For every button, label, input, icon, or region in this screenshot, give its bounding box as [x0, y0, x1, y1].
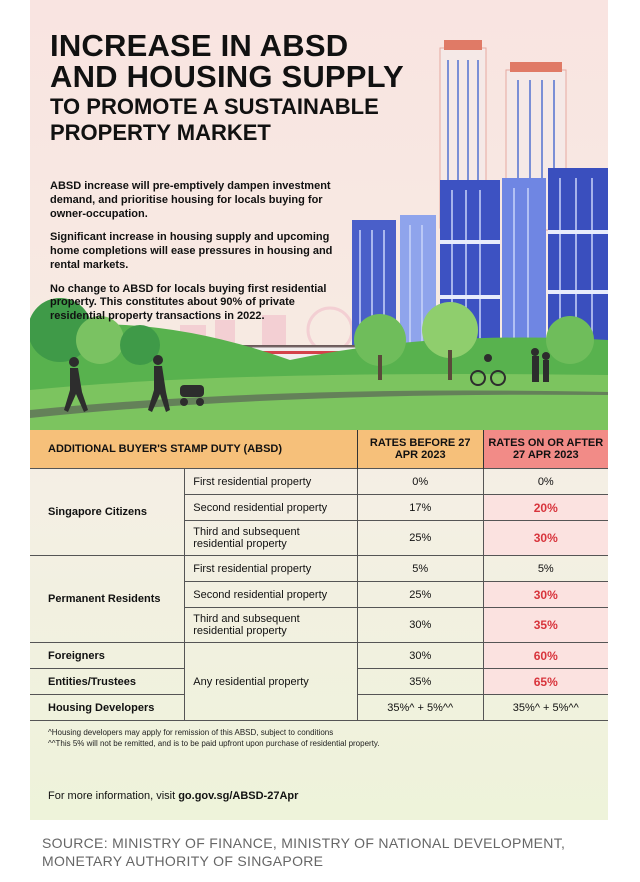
footnote: ^Housing developers may apply for remiss… [48, 728, 334, 737]
rate-before-cell: 17% [357, 494, 484, 521]
header-absd: ADDITIONAL BUYER'S STAMP DUTY (ABSD) [30, 430, 358, 469]
rate-before-cell: 5% [357, 555, 484, 582]
absd-rates-table: ADDITIONAL BUYER'S STAMP DUTY (ABSD) RAT… [30, 430, 608, 720]
rate-after-cell: 0% [483, 468, 608, 495]
city-park-illustration [30, 40, 608, 430]
source-line-2: MONETARY AUTHORITY OF SINGAPORE [42, 853, 324, 870]
property-type-cell: Third and subsequent residential propert… [184, 607, 358, 643]
intro-text: ABSD increase will pre-emptively dampen … [50, 180, 350, 334]
headline-line-4: PROPERTY MARKET [50, 120, 271, 145]
table-row: Third and subsequent residential propert… [30, 607, 608, 643]
table-header-row: ADDITIONAL BUYER'S STAMP DUTY (ABSD) RAT… [30, 430, 608, 469]
rate-after-cell: 30% [483, 581, 608, 608]
headline: INCREASE IN ABSD AND HOUSING SUPPLY TO P… [50, 30, 450, 144]
rate-before-cell: 25% [357, 581, 484, 608]
property-type-cell: Second residential property [184, 581, 358, 608]
infographic-poster: INCREASE IN ABSD AND HOUSING SUPPLY TO P… [30, 0, 608, 820]
rate-before-cell: 25% [357, 520, 484, 556]
rate-after-cell: 65% [483, 668, 608, 695]
intro-paragraph: Significant increase in housing supply a… [50, 231, 333, 271]
property-type-cell: Second residential property [184, 494, 358, 521]
footnote: ^^This 5% will not be remitted, and is t… [48, 739, 380, 749]
table-row: Singapore Citizens First residential pro… [30, 468, 608, 556]
rate-after-cell: 5% [483, 555, 608, 582]
more-info-link[interactable]: go.gov.sg/ABSD-27Apr [178, 790, 299, 802]
group-label-citizens: Singapore Citizens [30, 468, 186, 556]
table-row: Second residential property 17% 20% [30, 494, 608, 521]
property-type-cell: Third and subsequent residential propert… [184, 520, 358, 556]
rate-before-cell: 35% [357, 668, 484, 695]
rate-after-cell: 60% [483, 642, 608, 669]
trees [30, 298, 594, 380]
headline-line-2: AND HOUSING SUPPLY [50, 59, 404, 94]
header-rates-after: RATES ON OR AFTER 27 APR 2023 [482, 430, 608, 469]
more-info-prefix: For more information, visit [48, 790, 179, 802]
absd-table-section: ADDITIONAL BUYER'S STAMP DUTY (ABSD) RAT… [30, 430, 608, 749]
property-type-any: Any residential property [184, 642, 358, 720]
property-type-cell: First residential property [184, 555, 358, 582]
intro-paragraph: No change to ABSD for locals buying firs… [50, 282, 327, 323]
table-row: Second residential property 25% 30% [30, 581, 608, 608]
headline-line-1: INCREASE IN ABSD [50, 28, 349, 63]
table-row: Third and subsequent residential propert… [30, 520, 608, 556]
people-silhouettes [64, 348, 550, 412]
group-label-permanent-residents: Permanent Residents [30, 555, 186, 643]
table-row: Permanent Residents First residential pr… [30, 555, 608, 643]
table-row: Entities/Trustees 35% 65% [30, 668, 608, 695]
table-footnotes: ^Housing developers may apply for remiss… [30, 720, 608, 749]
rate-after-cell: 35% [483, 607, 608, 643]
rate-before-cell: 0% [357, 468, 484, 495]
rate-before-cell: 30% [357, 607, 484, 643]
header-rates-before: RATES BEFORE 27 APR 2023 [356, 430, 484, 469]
rate-after-cell: 20% [483, 494, 608, 521]
headline-line-3: TO PROMOTE A SUSTAINABLE [50, 94, 379, 119]
rate-after-cell: 35%^ + 5%^^ [483, 694, 608, 720]
source-credit: SOURCE: MINISTRY OF FINANCE, MINISTRY OF… [42, 834, 565, 870]
source-line-1: SOURCE: MINISTRY OF FINANCE, MINISTRY OF… [42, 835, 566, 851]
group-label-housing-developers: Housing Developers [30, 694, 186, 720]
property-type-cell: First residential property [184, 468, 358, 495]
table-row: Housing Developers 35%^ + 5%^^ 35%^ + 5%… [30, 694, 608, 720]
more-info: For more information, visit go.gov.sg/AB… [48, 790, 298, 802]
rate-before-cell: 30% [357, 642, 484, 669]
table-row: Foreigners Any residential property 30% … [30, 642, 608, 720]
rate-before-cell: 35%^ + 5%^^ [357, 694, 484, 720]
group-label-entities-trustees: Entities/Trustees [30, 668, 186, 695]
intro-paragraph: ABSD increase will pre-emptively dampen … [50, 180, 331, 220]
group-label-foreigners: Foreigners [30, 642, 186, 669]
rate-after-cell: 30% [483, 520, 608, 556]
